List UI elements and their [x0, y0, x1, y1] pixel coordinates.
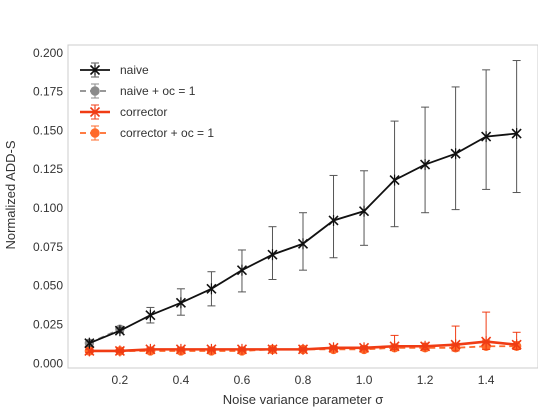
legend-marker: [89, 106, 101, 118]
y-tick-label: 0.000: [33, 356, 63, 370]
data-point: [145, 343, 156, 355]
ticks-layer: 0.2 0.4 0.6 0.8 1.0 1.2 1.4 0.000 0.025 0.050 0.07…: [33, 46, 495, 387]
legend-marker: [90, 86, 100, 96]
data-point: [297, 343, 309, 355]
x-tick-label: 0.8: [295, 373, 312, 387]
data-point: [450, 339, 461, 351]
x-tick-label: 1.4: [478, 373, 495, 387]
legend-entry: corrector: [80, 104, 167, 120]
x-tick-label: 0.4: [173, 373, 190, 387]
data-point: [236, 343, 248, 355]
y-axis-label: Normalized ADD-S: [3, 140, 18, 249]
data-point: [420, 159, 431, 171]
plot-frame: [67, 44, 538, 369]
legend-entry: corrector + oc = 1: [80, 125, 214, 141]
data-point: [389, 340, 400, 352]
data-point: [358, 342, 370, 354]
series-0: [84, 60, 522, 349]
legend-label: corrector + oc = 1: [120, 126, 214, 140]
legend: naive naive + oc = 1 corrector corrector + …: [80, 62, 214, 141]
data-point: [206, 343, 217, 355]
legend-entry: naive: [80, 62, 149, 78]
legend-marker: [90, 128, 100, 138]
series-2: [84, 311, 522, 357]
data-point: [175, 297, 186, 309]
legend-entry: naive + oc = 1: [80, 83, 196, 99]
legend-label: naive + oc = 1: [120, 84, 196, 98]
y-tick-label: 0.100: [33, 201, 63, 215]
y-tick-label: 0.200: [33, 46, 63, 60]
data-point: [328, 342, 339, 354]
data-point: [175, 343, 186, 355]
x-axis-label: Noise variance parameter σ: [223, 392, 383, 407]
data-point: [420, 340, 431, 352]
data-point: [481, 131, 492, 143]
y-tick-label: 0.075: [33, 240, 63, 254]
plot-border: [67, 44, 538, 369]
data-point: [114, 325, 125, 337]
legend-label: naive: [120, 63, 149, 77]
data-point: [236, 264, 248, 276]
data-point: [84, 337, 95, 349]
data-point: [511, 339, 522, 351]
x-tick-label: 1.0: [356, 373, 373, 387]
data-point: [145, 309, 156, 321]
x-tick-label: 1.2: [417, 373, 434, 387]
data-point: [358, 205, 370, 217]
y-tick-label: 0.150: [33, 123, 63, 137]
legend-label: corrector: [120, 105, 167, 119]
data-point: [450, 148, 461, 160]
data-point: [389, 174, 400, 186]
y-tick-label: 0.025: [33, 318, 63, 332]
data-point: [481, 336, 492, 348]
y-tick-label: 0.175: [33, 85, 63, 99]
data-point: [267, 249, 278, 261]
data-point: [206, 283, 217, 295]
plot-background: [68, 45, 538, 368]
data-point: [297, 238, 309, 250]
data-point: [511, 128, 522, 140]
series-layer: [84, 60, 522, 357]
y-tick-label: 0.050: [33, 279, 63, 293]
x-tick-label: 0.6: [234, 373, 251, 387]
data-point: [267, 343, 278, 355]
y-tick-label: 0.125: [33, 162, 63, 176]
data-point: [328, 214, 339, 226]
legend-marker: [89, 64, 101, 76]
data-point: [114, 345, 125, 357]
x-tick-label: 0.2: [112, 373, 129, 387]
